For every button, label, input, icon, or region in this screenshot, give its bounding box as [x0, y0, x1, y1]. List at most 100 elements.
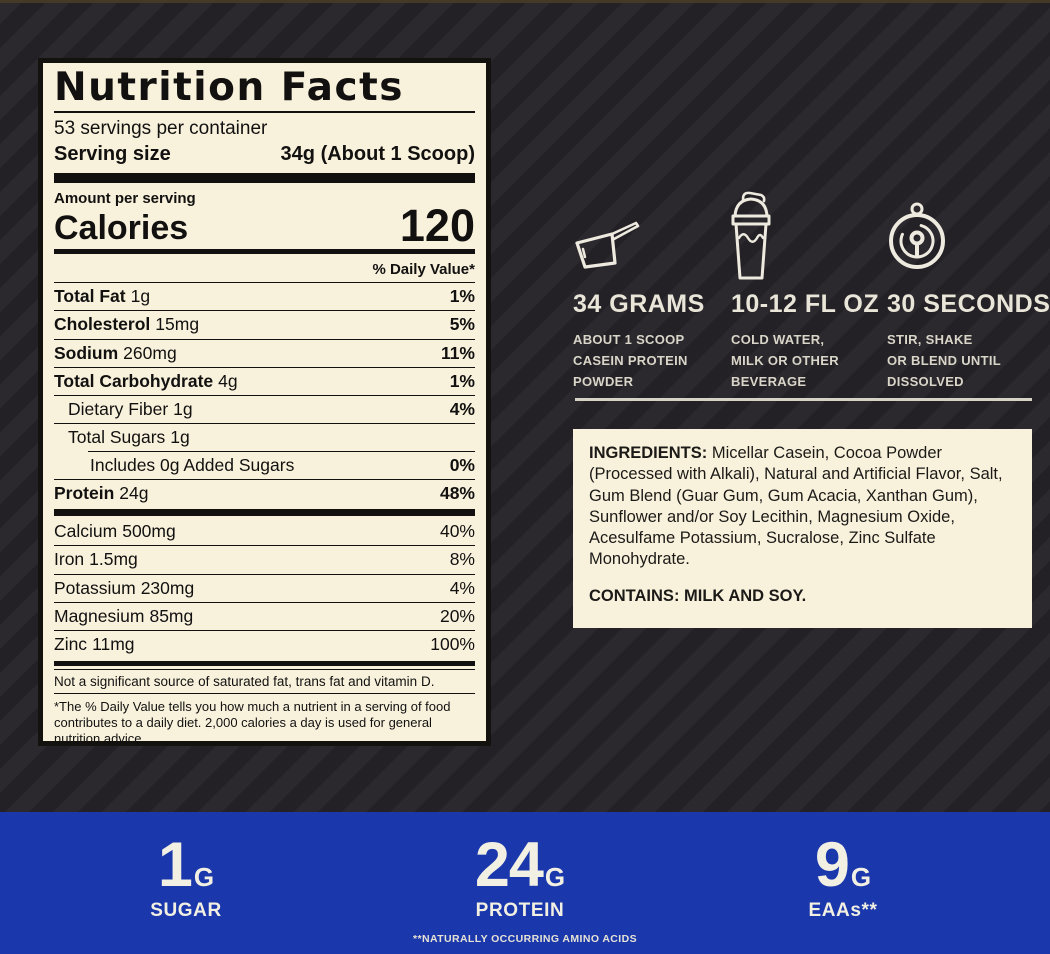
- servings-per-container: 53 servings per container: [54, 117, 268, 139]
- nutrient-row-protein: Protein 24g 48%: [54, 479, 475, 507]
- mineral-name: Potassium: [54, 577, 136, 598]
- timer-icon: [889, 202, 945, 269]
- nutrition-facts-label: Nutrition Facts 53 servings per containe…: [38, 58, 491, 746]
- stat-label: EAAs**: [808, 899, 878, 921]
- nutrient-name: Total Carbohydrate: [54, 370, 214, 391]
- nutrient-name: Cholesterol: [54, 314, 151, 335]
- stat-sugar: 1G SUGAR: [76, 834, 296, 922]
- step-line: ABOUT 1 SCOOP: [573, 332, 685, 347]
- mineral-row-magnesium: Magnesium 85mg 20%: [54, 601, 475, 630]
- mineral-amount: 230mg: [140, 577, 195, 598]
- nutrient-amount: 15mg: [155, 314, 200, 335]
- nutrient-row-sodium: Sodium 260mg 11%: [54, 338, 475, 367]
- nutrient-amount: 24g: [119, 483, 149, 504]
- nutrient-dv: 5%: [449, 314, 475, 335]
- stat-value: 9: [814, 830, 850, 900]
- calories-row: Calories 120: [54, 203, 475, 248]
- stat-protein: 24G PROTEIN: [410, 834, 630, 922]
- step-line: CASEIN PROTEIN: [573, 353, 688, 368]
- calories-label: Calories: [54, 208, 189, 247]
- daily-value-header: % Daily Value*: [372, 261, 475, 279]
- nutrient-dv: 1%: [449, 370, 475, 391]
- serving-size-label: Serving size: [54, 142, 171, 165]
- nutrient-amount: 260mg: [123, 342, 177, 363]
- nutrient-dv: 4%: [449, 398, 475, 419]
- nutrient-dv: 11%: [440, 342, 475, 363]
- stat-value: 1: [157, 830, 193, 900]
- step-line: STIR, SHAKE: [887, 332, 973, 347]
- nutrient-row-total-fat: Total Fat 1g 1%: [54, 282, 475, 310]
- mineral-dv: 4%: [449, 577, 475, 598]
- stat-label: PROTEIN: [475, 899, 565, 921]
- stat-unit: G: [544, 862, 566, 892]
- usage-step-shaker: 10-12 FL OZ COLD WATER, MILK OR OTHER BE…: [731, 185, 896, 392]
- nutrient-amount: 4g: [218, 370, 238, 391]
- photo-top-edge: [0, 0, 1050, 3]
- stat-value: 24: [474, 830, 544, 900]
- mineral-name: Iron: [54, 549, 85, 570]
- nutrition-facts-title: Nutrition Facts: [54, 66, 475, 113]
- not-significant-note: Not a significant source of saturated fa…: [54, 668, 475, 693]
- medium-divider-bar: [54, 660, 475, 666]
- amount-per-serving-label: Amount per serving: [54, 189, 196, 207]
- stat-unit: G: [850, 862, 872, 892]
- step-line: MILK OR OTHER: [731, 353, 839, 368]
- nutrient-dv: 1%: [449, 286, 475, 307]
- nutrient-row-dietary-fiber: Dietary Fiber 1g 4%: [54, 394, 475, 423]
- contains-note: CONTAINS: MILK AND SOY.: [589, 586, 807, 605]
- nutrient-amount: 1g: [130, 286, 151, 307]
- mineral-dv: 40%: [439, 521, 475, 542]
- usage-step-timer: 30 SECONDS STIR, SHAKE OR BLEND UNTIL DI…: [887, 185, 1050, 392]
- mineral-dv: 100%: [430, 633, 475, 654]
- banner-footnote: **NATURALLY OCCURRING AMINO ACIDS: [413, 933, 637, 945]
- serving-size-row: Serving size 34g (About 1 Scoop): [54, 143, 475, 166]
- nutrient-name: Sodium: [54, 342, 119, 363]
- mineral-row-zinc: Zinc 11mg 100%: [54, 629, 475, 658]
- nutrient-amount: 1g: [170, 426, 190, 447]
- mineral-row-iron: Iron 1.5mg 8%: [54, 545, 475, 573]
- nutrient-row-cholesterol: Cholesterol 15mg 5%: [54, 310, 475, 338]
- mineral-amount: 11mg: [92, 633, 135, 654]
- ingredients-text: Micellar Casein, Cocoa Powder (Processed…: [589, 444, 1003, 569]
- step-title: 34 GRAMS: [573, 290, 705, 318]
- nutrient-name: Includes 0g Added Sugars: [90, 455, 295, 476]
- thick-divider-bar: [54, 172, 475, 183]
- nutrient-name: Dietary Fiber: [68, 398, 169, 419]
- step-title: 30 SECONDS: [887, 290, 1050, 318]
- scoop-icon: [575, 221, 640, 269]
- mineral-row-calcium: Calcium 500mg 40%: [54, 518, 475, 545]
- nutrient-amount: 1g: [173, 398, 193, 419]
- mineral-name: Magnesium: [54, 605, 145, 626]
- nutrient-name: Total Sugars: [68, 426, 166, 447]
- mineral-dv: 8%: [449, 549, 475, 570]
- nutrient-row-added-sugars: Includes 0g Added Sugars 0%: [88, 451, 475, 479]
- mineral-name: Calcium: [54, 521, 118, 542]
- step-title: 10-12 FL OZ: [731, 290, 880, 318]
- step-line: BEVERAGE: [731, 374, 807, 389]
- bottom-banner: 1G SUGAR 24G PROTEIN 9G EAAs** **NATURAL…: [0, 812, 1050, 954]
- nutrient-name: Total Fat: [54, 286, 126, 307]
- stat-eaas: 9G EAAs**: [733, 834, 953, 922]
- ingredients-panel: INGREDIENTS: Micellar Casein, Cocoa Powd…: [573, 429, 1032, 628]
- nutrient-row-total-sugars: Total Sugars 1g: [54, 422, 475, 451]
- stat-label: SUGAR: [150, 899, 222, 921]
- step-line: POWDER: [573, 374, 634, 389]
- shaker-icon: [731, 191, 771, 280]
- mineral-dv: 20%: [439, 605, 475, 626]
- daily-value-footnote: *The % Daily Value tells you how much a …: [54, 692, 475, 747]
- step-line: DISSOLVED: [887, 374, 964, 389]
- step-line: OR BLEND UNTIL: [887, 353, 1001, 368]
- horizontal-divider: [575, 398, 1032, 401]
- mineral-row-potassium: Potassium 230mg 4%: [54, 573, 475, 602]
- ingredients-label: INGREDIENTS:: [589, 444, 708, 462]
- nutrient-dv: 48%: [439, 483, 475, 504]
- mineral-amount: 85mg: [149, 605, 194, 626]
- stat-unit: G: [193, 862, 215, 892]
- medium-divider-bar: [54, 249, 475, 255]
- mineral-amount: 500mg: [122, 521, 176, 542]
- nutrient-row-total-carbohydrate: Total Carbohydrate 4g 1%: [54, 366, 475, 395]
- mineral-amount: 1.5mg: [89, 549, 138, 570]
- serving-size-value: 34g (About 1 Scoop): [280, 142, 475, 165]
- mineral-name: Zinc: [54, 633, 88, 654]
- thick-divider-bar: [54, 509, 475, 517]
